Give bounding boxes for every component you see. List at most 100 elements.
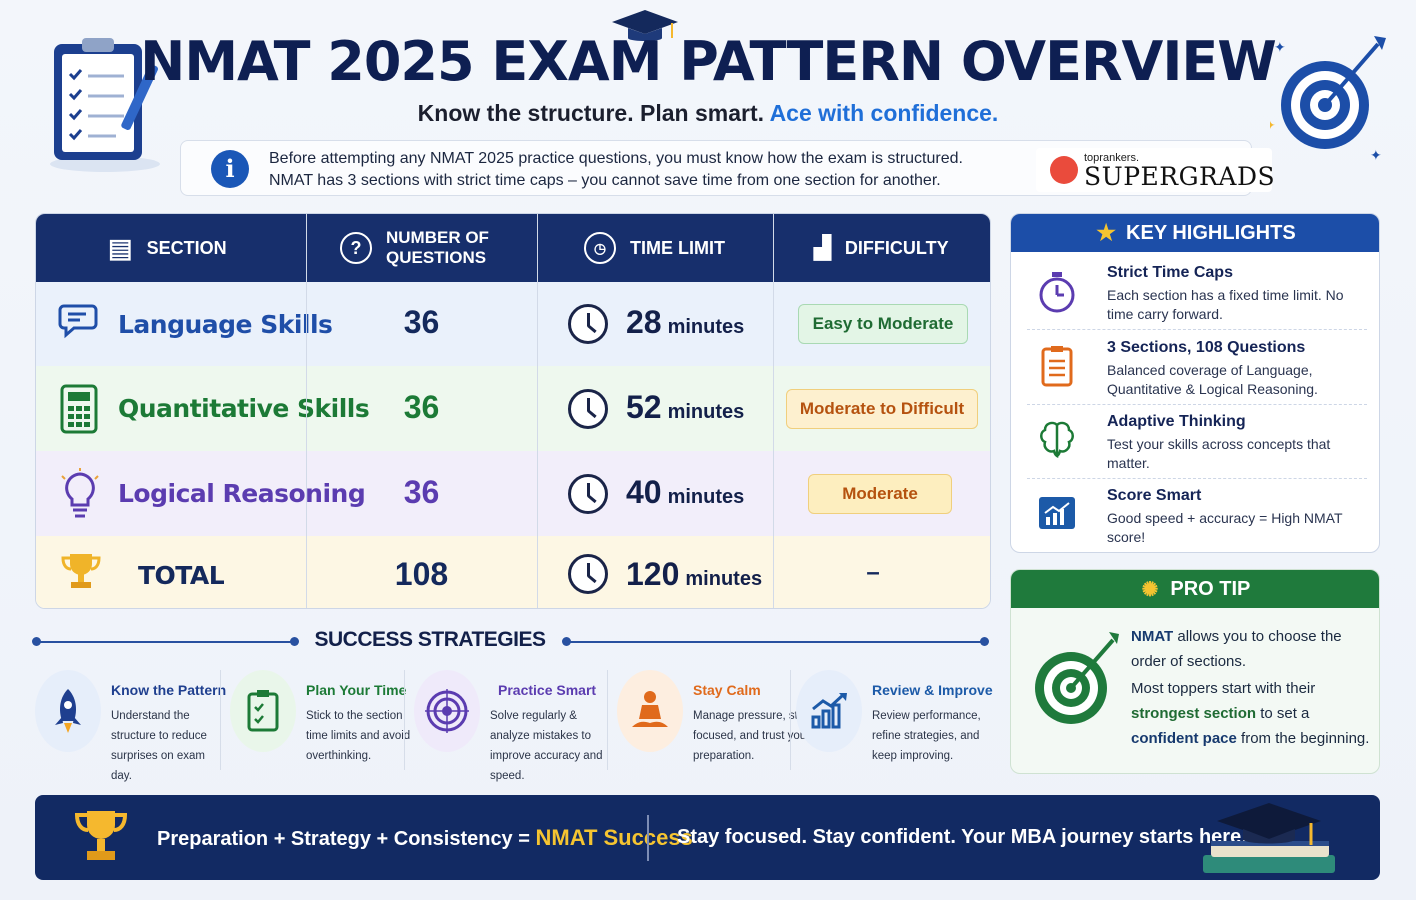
time-unit: minutes <box>667 316 745 338</box>
highlight-title: 3 Sections, 108 Questions <box>1107 339 1306 356</box>
growth-chart-icon <box>796 670 862 752</box>
brand-logo: toprankers. SUPERGRADS <box>1036 148 1275 192</box>
time-value: 120 <box>626 556 680 592</box>
subtitle-main: Know the structure. Plan smart. <box>417 100 765 126</box>
divider <box>1027 329 1367 330</box>
divider <box>1027 478 1367 479</box>
strategy-desc: Manage pressure, stay focused, and trust… <box>693 710 810 762</box>
strategy-title: Plan Your Time <box>306 682 407 698</box>
strategy-card: Stay Calm Manage pressure, stay focused,… <box>617 670 810 770</box>
question-count: 36 <box>403 474 440 510</box>
formula-text: Preparation + Strategy + Consistency = <box>157 828 530 850</box>
pro-tip-text: Most toppers start with their <box>1131 680 1316 697</box>
footer-motto: Stay focused. Stay confident. Your MBA j… <box>677 826 1248 848</box>
difficulty-badge: Moderate to Difficult <box>786 389 978 429</box>
strategy-title: Review & Improve <box>872 682 993 698</box>
total-difficulty: – <box>866 559 880 586</box>
subtitle-accent: Ace with confidence. <box>769 100 999 126</box>
svg-text:✦: ✦ <box>1274 40 1286 56</box>
time-value: 28 <box>626 304 662 340</box>
question-count: 36 <box>403 389 440 425</box>
strategy-desc: Review performance, refine strategies, a… <box>872 710 981 762</box>
lightbulb-icon: ✺ <box>1141 578 1159 601</box>
brain-icon <box>1037 419 1077 459</box>
key-highlights-header: ★ KEY HIGHLIGHTS <box>1011 214 1379 252</box>
pro-tip-bold: NMAT <box>1131 628 1174 645</box>
pro-tip-highlight: strongest section <box>1131 705 1257 722</box>
table-row-total <box>36 536 990 608</box>
books-icon: ▤ <box>108 232 133 263</box>
star-icon: ★ <box>1096 220 1117 245</box>
section-name: Quantitative Skills <box>118 394 370 423</box>
time-limit: 52 minutes <box>626 389 744 426</box>
pro-tip-title: PRO TIP <box>1170 577 1251 600</box>
info-line-2: NMAT has 3 sections with strict time cap… <box>269 172 941 189</box>
svg-text:✦: ✦ <box>148 37 161 56</box>
page-title: NMAT 2025 EXAM PATTERN OVERVIEW <box>140 30 1277 93</box>
header-questions-label: NUMBER OF QUESTIONS <box>386 228 489 268</box>
books-graduation-cap-icon <box>1193 795 1343 885</box>
success-text: NMAT Success <box>535 825 693 850</box>
exam-pattern-table: ▤ SECTION ? NUMBER OF QUESTIONS ◷ TIME LI… <box>35 213 991 609</box>
strategy-title: Stay Calm <box>693 682 761 698</box>
target-arrow-icon <box>1031 630 1121 730</box>
key-highlights-title: KEY HIGHLIGHTS <box>1126 221 1296 244</box>
section-name: Language Skills <box>118 310 333 339</box>
footer-formula: Preparation + Strategy + Consistency = N… <box>157 825 693 851</box>
table-header: ▤ SECTION ? NUMBER OF QUESTIONS ◷ TIME LI… <box>36 214 990 282</box>
clipboard-icon: ✦ <box>40 34 170 174</box>
divider <box>607 670 608 770</box>
pro-tip-header: ✺ PRO TIP <box>1011 570 1379 608</box>
highlight-title: Score Smart <box>1107 487 1202 504</box>
divider <box>220 670 221 770</box>
highlight-title: Strict Time Caps <box>1107 264 1233 281</box>
info-line-1: Before attempting any NMAT 2025 practice… <box>269 150 963 167</box>
highlight-desc: Good speed + accuracy = High NMAT score! <box>1107 510 1343 545</box>
strategy-card: Practice Smart Solve regularly & analyze… <box>414 670 609 782</box>
header-section-label: SECTION <box>146 237 227 258</box>
strategies-title: SUCCESS STRATEGIES <box>314 628 546 651</box>
growth-chart-icon <box>1037 493 1077 533</box>
difficulty-badge: Moderate <box>808 474 952 514</box>
header-difficulty: ▟ DIFFICULTY <box>814 214 949 282</box>
difficulty-badge: Easy to Moderate <box>798 304 968 344</box>
pro-tip-bold: confident pace <box>1131 730 1237 747</box>
column-divider <box>773 214 774 608</box>
highlight-title: Adaptive Thinking <box>1107 413 1246 430</box>
pro-tip-panel: ✺ PRO TIP NMAT allows you to choose the … <box>1010 569 1380 774</box>
lightbulb-icon <box>58 468 102 518</box>
time-limit: 40 minutes <box>626 474 744 511</box>
highlight-desc: Test your skills across concepts that ma… <box>1107 436 1331 471</box>
strategy-desc: Understand the structure to reduce surpr… <box>111 710 207 782</box>
brand-small-text: toprankers. <box>1084 152 1140 164</box>
divider <box>647 815 649 861</box>
graduation-cap-icon <box>610 8 680 48</box>
section-name: Logical Reasoning <box>118 479 366 508</box>
header-questions: ? NUMBER OF QUESTIONS <box>340 214 489 282</box>
time-value: 40 <box>626 474 662 510</box>
trophy-icon <box>71 807 131 869</box>
question-icon: ? <box>340 232 372 264</box>
strategy-card: Know the Pattern Understand the structur… <box>35 670 226 782</box>
trophy-icon <box>58 550 102 594</box>
header-questions-line-2: QUESTIONS <box>386 248 487 267</box>
time-unit: minutes <box>667 401 745 423</box>
info-text: Before attempting any NMAT 2025 practice… <box>269 148 963 192</box>
time-unit: minutes <box>685 568 763 590</box>
stopwatch-icon <box>1037 270 1077 313</box>
header-time-label: TIME LIMIT <box>630 237 725 258</box>
pro-tip-paragraph-2: Most toppers start with their strongest … <box>1131 676 1371 751</box>
highlight-desc: Balanced coverage of Language, Quantitat… <box>1107 362 1318 397</box>
meditation-icon <box>617 670 683 752</box>
clipboard-check-icon <box>230 670 296 752</box>
pro-tip-text: from the beginning. <box>1236 730 1370 747</box>
target-icon <box>414 670 480 752</box>
divider <box>404 670 405 770</box>
decorative-dot <box>290 637 299 646</box>
clock-icon: ◷ <box>584 232 616 264</box>
decorative-line <box>566 641 984 643</box>
info-icon: i <box>211 150 249 188</box>
question-count: 36 <box>403 304 440 340</box>
clock-icon <box>568 389 608 429</box>
strategy-card: Plan Your Time Stick to the section time… <box>230 670 410 770</box>
